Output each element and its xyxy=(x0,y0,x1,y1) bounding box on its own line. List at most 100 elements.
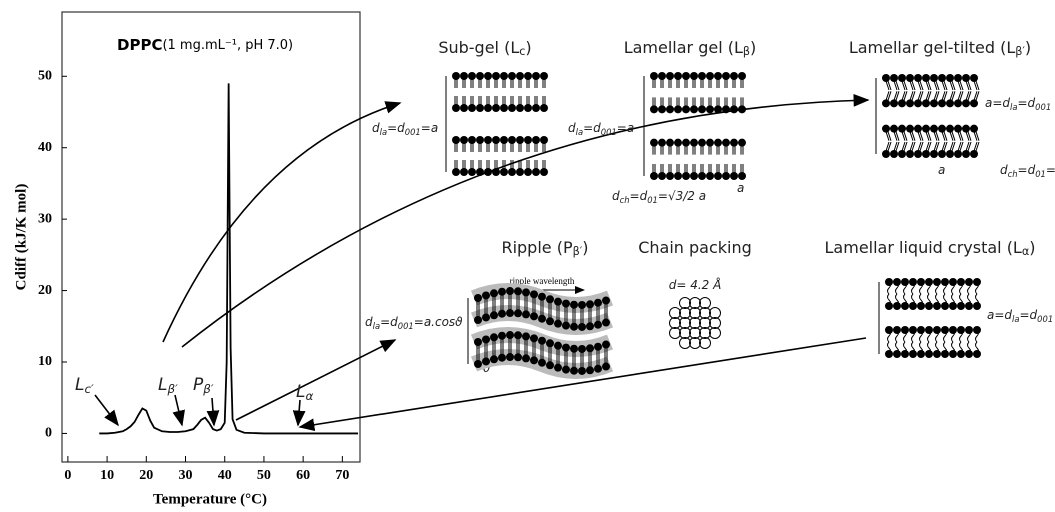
head xyxy=(546,339,554,347)
head xyxy=(476,72,484,80)
tail xyxy=(941,129,947,141)
tail xyxy=(909,142,915,154)
tail xyxy=(917,91,923,103)
text-part: d= 4.2 Å xyxy=(669,277,722,292)
head xyxy=(722,139,730,147)
head xyxy=(706,139,714,147)
label: a=dla=d001 xyxy=(987,308,1053,324)
head xyxy=(698,139,706,147)
text-part: ) xyxy=(750,38,756,57)
chain xyxy=(700,338,711,349)
head xyxy=(506,353,514,361)
head xyxy=(522,332,530,340)
y-tick-label: 30 xyxy=(38,211,52,226)
text-part: =a.cosϑ xyxy=(414,315,463,329)
head xyxy=(482,335,490,343)
text-part: a=d xyxy=(985,96,1010,110)
tail xyxy=(965,91,971,103)
text-part: =d xyxy=(1020,308,1038,322)
head xyxy=(698,72,706,80)
head xyxy=(530,356,538,364)
tail xyxy=(965,142,971,154)
tail xyxy=(885,129,891,141)
head xyxy=(524,104,532,112)
label: dch=d01=√3/2 a xyxy=(612,189,706,205)
head xyxy=(578,301,586,309)
text-part: =d xyxy=(1018,96,1036,110)
head xyxy=(532,72,540,80)
text-part: Chain packing xyxy=(638,238,752,257)
head xyxy=(482,313,490,321)
label: Sub-gel (Lc) xyxy=(438,38,531,59)
head xyxy=(468,168,476,176)
tail xyxy=(933,78,939,90)
head xyxy=(690,72,698,80)
head xyxy=(738,72,746,80)
head xyxy=(500,72,508,80)
head xyxy=(460,136,468,144)
y-axis-label: Cdiff (kJ/K mol) xyxy=(13,184,29,291)
head xyxy=(474,316,482,324)
subscript: la xyxy=(1012,314,1019,324)
head xyxy=(522,288,530,296)
label: Chain packing xyxy=(638,238,752,257)
head xyxy=(666,172,674,180)
chain xyxy=(690,318,701,329)
subscript: la xyxy=(1010,102,1017,112)
subscript: β′ xyxy=(573,245,583,258)
head xyxy=(674,72,682,80)
text-part: ) xyxy=(1025,38,1031,57)
head xyxy=(452,72,460,80)
subscript: 001 xyxy=(601,127,617,137)
tail xyxy=(949,91,955,103)
chain xyxy=(680,298,691,309)
schematic xyxy=(468,287,610,375)
tail xyxy=(973,129,979,141)
head xyxy=(538,337,546,345)
head xyxy=(698,172,706,180)
head xyxy=(524,136,532,144)
head xyxy=(570,367,578,375)
subscript: 001 xyxy=(1037,314,1053,324)
head xyxy=(506,287,514,295)
label: a=dla=d001 xyxy=(985,96,1051,112)
head xyxy=(474,360,482,368)
tail xyxy=(885,91,891,103)
head xyxy=(498,354,506,362)
head xyxy=(570,323,578,331)
head xyxy=(490,355,498,363)
head xyxy=(498,332,506,340)
head xyxy=(500,104,508,112)
subscript: β′ xyxy=(1015,45,1025,58)
head xyxy=(522,354,530,362)
head xyxy=(498,288,506,296)
head xyxy=(524,72,532,80)
head xyxy=(578,367,586,375)
subscript: la xyxy=(576,127,583,137)
head xyxy=(530,290,538,298)
head xyxy=(658,105,666,113)
label: dla=d001=a.cosϑ xyxy=(365,315,463,331)
head xyxy=(554,342,562,350)
head xyxy=(514,353,522,361)
chain xyxy=(670,318,681,329)
label: dch=d01=√3/2 a xyxy=(1000,163,1055,179)
tail xyxy=(933,91,939,103)
tail xyxy=(909,129,915,141)
head xyxy=(492,104,500,112)
subscript: β xyxy=(743,45,750,58)
head xyxy=(578,323,586,331)
tail xyxy=(957,91,963,103)
head xyxy=(666,105,674,113)
tail xyxy=(917,142,923,154)
text-part: Lamellar liquid crystal (L xyxy=(825,238,1022,257)
tail xyxy=(941,91,947,103)
x-tick-label: 40 xyxy=(218,468,232,483)
chain xyxy=(710,318,721,329)
head xyxy=(730,72,738,80)
head xyxy=(658,172,666,180)
subscript: 001 xyxy=(398,321,414,331)
tail xyxy=(949,142,955,154)
tail xyxy=(941,78,947,90)
head xyxy=(484,104,492,112)
